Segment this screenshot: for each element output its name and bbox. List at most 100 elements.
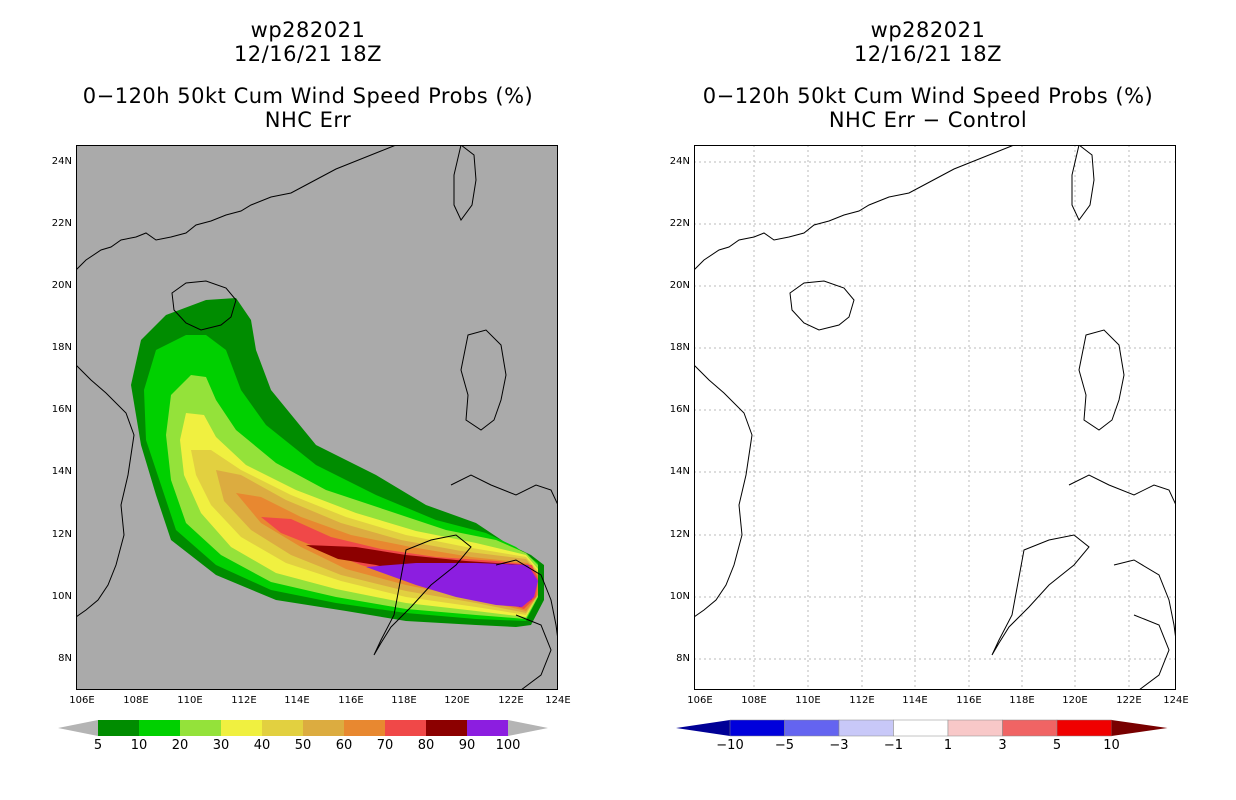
- colorbar-label: 40: [253, 738, 271, 753]
- lon-label: 112E: [849, 695, 875, 706]
- colorbar-label: 5: [1052, 738, 1062, 753]
- colorbar-label: 50: [294, 738, 312, 753]
- colorbar-label: 60: [335, 738, 353, 753]
- lon-label: 122E: [498, 695, 524, 706]
- lon-label: 112E: [231, 695, 257, 706]
- left-product-title: 0−120h 50kt Cum Wind Speed Probs (%): [82, 84, 534, 108]
- lon-label: 120E: [1062, 695, 1088, 706]
- right-map-background: [694, 145, 1176, 690]
- right-storm-id: wp282021: [870, 18, 986, 42]
- colorbar-swatch: [947, 719, 1003, 737]
- lon-label: 116E: [338, 695, 364, 706]
- lat-label: 16N: [51, 404, 72, 415]
- prob-band-90: [366, 563, 538, 607]
- lat-label: 16N: [669, 404, 690, 415]
- colorbar-swatch: [385, 720, 426, 736]
- left-storm-id: wp282021: [250, 18, 366, 42]
- colorbar-label: 5: [93, 738, 103, 753]
- right-title-block: wp282021 12/16/21 18Z 0−120h 50kt Cum Wi…: [648, 18, 1208, 132]
- colorbar-label: 80: [417, 738, 435, 753]
- left-map-frame: [76, 145, 558, 690]
- lon-label: 118E: [1009, 695, 1035, 706]
- left-coastlines: [76, 145, 558, 690]
- colorbar-swatch: [180, 720, 221, 736]
- colorbar-label: 10: [1103, 738, 1120, 753]
- left-title-block: wp282021 12/16/21 18Z 0−120h 50kt Cum Wi…: [28, 18, 588, 132]
- colorbar-arrow-right: [508, 720, 548, 736]
- colorbar-swatch: [1002, 719, 1058, 737]
- lat-label: 10N: [51, 591, 72, 602]
- lat-label: 12N: [669, 529, 690, 540]
- lat-label: 18N: [669, 342, 690, 353]
- colorbar-arrow-left: [58, 720, 98, 736]
- left-probability-map: [76, 145, 558, 690]
- lat-label: 14N: [51, 466, 72, 477]
- lon-label: 110E: [177, 695, 203, 706]
- left-map-panel: [76, 145, 558, 690]
- colorbar-label: 1: [943, 738, 953, 753]
- lat-label: 10N: [669, 591, 690, 602]
- right-datetime: 12/16/21 18Z: [853, 42, 1003, 66]
- colorbar-swatch: [262, 720, 303, 736]
- colorbar-label: 10: [130, 738, 148, 753]
- right-map-frame: [694, 145, 1176, 690]
- colorbar-swatch: [784, 719, 840, 737]
- lat-label: 12N: [51, 529, 72, 540]
- left-datetime: 12/16/21 18Z: [233, 42, 383, 66]
- right-colorbar: −10 −5 −3 −1 1 3 5 10: [676, 718, 1170, 754]
- lat-label: 14N: [669, 466, 690, 477]
- colorbar-arrow-left: [676, 720, 730, 736]
- colorbar-swatch: [139, 720, 180, 736]
- right-gridlines: [694, 145, 1176, 690]
- colorbar-arrow-right: [1111, 720, 1168, 736]
- lat-label: 22N: [51, 218, 72, 229]
- colorbar-swatch: [426, 720, 467, 736]
- colorbar-label: 3: [998, 738, 1007, 753]
- right-map-panel: [694, 145, 1176, 690]
- colorbar-label: 70: [376, 738, 394, 753]
- right-subtitle: NHC Err − Control: [828, 108, 1028, 132]
- colorbar-label: −10: [716, 738, 744, 753]
- lat-label: 8N: [676, 653, 690, 664]
- colorbar-label: −1: [883, 738, 904, 753]
- lat-label: 20N: [669, 280, 690, 291]
- colorbar-label: 20: [171, 738, 189, 753]
- colorbar-swatch: [344, 720, 385, 736]
- lat-label: 8N: [58, 653, 72, 664]
- lon-label: 108E: [741, 695, 767, 706]
- lon-label: 110E: [795, 695, 821, 706]
- colorbar-swatch: [221, 720, 262, 736]
- colorbar-swatch: [467, 720, 508, 736]
- lat-label: 20N: [51, 280, 72, 291]
- left-colorbar: 5 10 20 30 40 50 60 70 80 90 100: [58, 718, 552, 754]
- colorbar-swatch: [729, 719, 785, 737]
- lat-label: 24N: [669, 156, 690, 167]
- colorbar-label: −5: [774, 738, 795, 753]
- lon-label: 106E: [69, 695, 95, 706]
- lon-label: 118E: [391, 695, 417, 706]
- left-colorbar-swatches: [58, 720, 548, 736]
- lon-label: 116E: [956, 695, 982, 706]
- lon-label: 114E: [902, 695, 928, 706]
- right-colorbar-swatches: [676, 719, 1168, 737]
- right-coastlines: [694, 145, 1176, 690]
- lat-label: 24N: [51, 156, 72, 167]
- colorbar-label: −3: [829, 738, 849, 753]
- left-subtitle: NHC Err: [264, 108, 352, 132]
- right-difference-map: [694, 145, 1176, 690]
- colorbar-label: 100: [495, 738, 521, 753]
- right-product-title: 0−120h 50kt Cum Wind Speed Probs (%): [702, 84, 1154, 108]
- lon-label: 106E: [687, 695, 713, 706]
- colorbar-swatch: [98, 720, 139, 736]
- lon-label: 108E: [123, 695, 149, 706]
- colorbar-swatch: [893, 719, 949, 737]
- colorbar-label: 30: [212, 738, 230, 753]
- lon-label: 114E: [284, 695, 310, 706]
- lat-label: 18N: [51, 342, 72, 353]
- lat-label: 22N: [669, 218, 690, 229]
- lon-label: 120E: [444, 695, 470, 706]
- lon-label: 124E: [545, 695, 571, 706]
- lon-label: 122E: [1116, 695, 1142, 706]
- colorbar-swatch: [303, 720, 344, 736]
- colorbar-swatch: [838, 719, 894, 737]
